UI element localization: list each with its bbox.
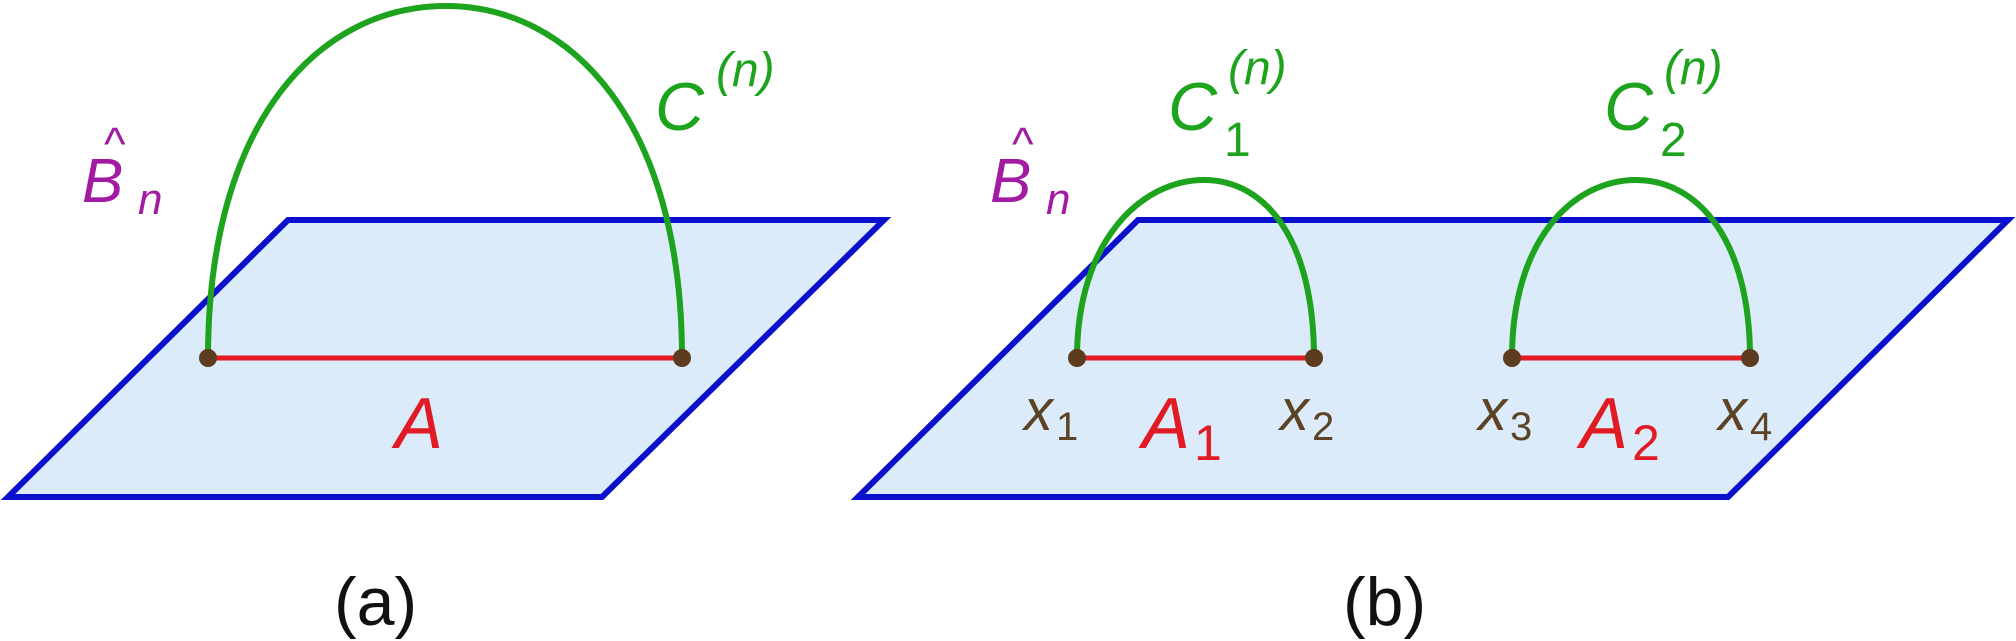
panel-b-endpoint-x4 bbox=[1741, 349, 1759, 367]
panel-b-plane bbox=[850, 217, 2016, 500]
panel-b-interval-1-label: A 1 bbox=[1138, 384, 1222, 471]
point-label-x1: x 1 bbox=[1021, 378, 1078, 449]
curve-1-label-base: C bbox=[1168, 69, 1218, 145]
panel-b-curve-2-label: C 2 (n) bbox=[1604, 42, 1723, 167]
panel-b-arc-1 bbox=[1074, 176, 1317, 359]
surface-label-sub: n bbox=[138, 175, 162, 224]
curve-1-label-sup: (n) bbox=[1228, 42, 1287, 95]
panel-b-endpoint-x1 bbox=[1068, 349, 1086, 367]
interval-1-label-base: A bbox=[1138, 384, 1190, 464]
point-label-x2: x 2 bbox=[1277, 378, 1334, 449]
panel-b-endpoint-x2 bbox=[1305, 349, 1323, 367]
curve-2-label-sup: (n) bbox=[1664, 42, 1723, 95]
panel-a-surface-label: B ^ n bbox=[82, 118, 162, 224]
panel-b: B ^ n C 1 (n) C 2 (n) A 1 A 2 x 1 bbox=[850, 42, 2016, 640]
point-label-sub: 3 bbox=[1510, 405, 1532, 449]
panel-a-caption: (a) bbox=[334, 564, 417, 640]
curve-label-base: C bbox=[655, 69, 705, 145]
panel-a-endpoint-left bbox=[199, 349, 217, 367]
panel-b-interval-2-label: A 2 bbox=[1576, 384, 1660, 471]
point-label-base: x bbox=[1277, 378, 1311, 443]
point-label-sub: 1 bbox=[1056, 405, 1078, 449]
point-label-x3: x 3 bbox=[1475, 378, 1532, 449]
point-label-sub: 4 bbox=[1750, 405, 1772, 449]
panel-b-surface-label: B ^ n bbox=[990, 118, 1070, 224]
interval-1-label-sub: 1 bbox=[1194, 415, 1222, 471]
curve-2-label-sub: 2 bbox=[1660, 114, 1687, 167]
panel-a-curve-label: C (n) bbox=[655, 44, 775, 145]
point-label-x4: x 4 bbox=[1715, 378, 1772, 449]
curve-2-label-base: C bbox=[1604, 69, 1654, 145]
point-label-base: x bbox=[1475, 378, 1509, 443]
surface-label-hat: ^ bbox=[1012, 118, 1034, 170]
curve-label-sup: (n) bbox=[716, 44, 775, 97]
interval-2-label-base: A bbox=[1576, 384, 1628, 464]
point-label-base: x bbox=[1021, 378, 1055, 443]
curve-1-label-sub: 1 bbox=[1224, 114, 1251, 167]
panel-a: B ^ n C (n) A (a) bbox=[0, 2, 892, 640]
point-label-base: x bbox=[1715, 378, 1749, 443]
panel-a-interval-label: A bbox=[391, 384, 443, 464]
panel-b-curve-1-label: C 1 (n) bbox=[1168, 42, 1287, 167]
point-label-sub: 2 bbox=[1312, 405, 1334, 449]
panel-b-caption: (b) bbox=[1343, 564, 1426, 640]
surface-label-hat: ^ bbox=[104, 118, 126, 170]
panel-b-arc-2 bbox=[1509, 176, 1753, 359]
interval-2-label-sub: 2 bbox=[1632, 415, 1660, 471]
panel-a-endpoint-right bbox=[673, 349, 691, 367]
surface-label-base: B bbox=[82, 147, 123, 216]
panel-a-arc bbox=[205, 2, 685, 359]
surface-label-sub: n bbox=[1046, 175, 1070, 224]
surface-label-base: B bbox=[990, 147, 1031, 216]
panel-b-endpoint-x3 bbox=[1503, 349, 1521, 367]
